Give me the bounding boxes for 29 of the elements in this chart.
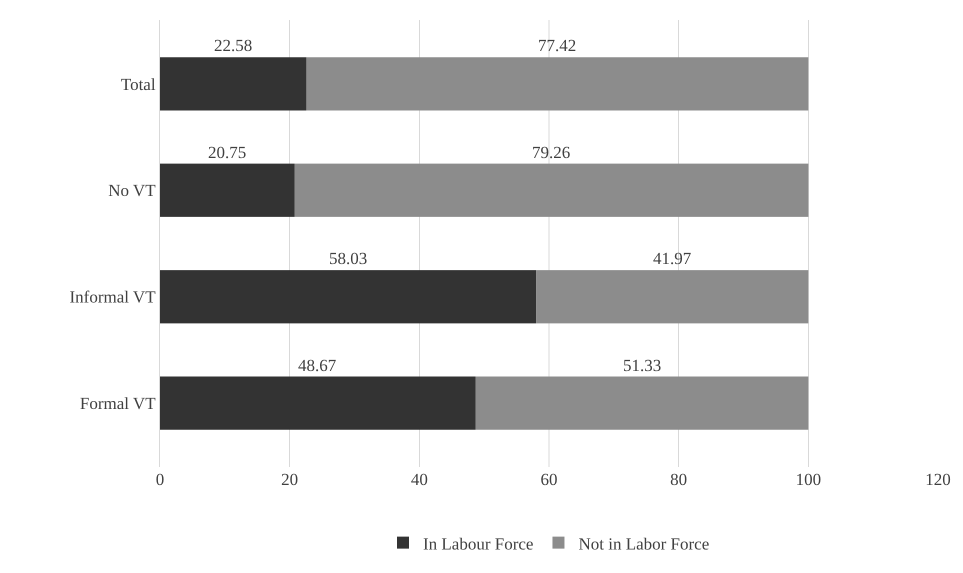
bar <box>160 57 306 110</box>
x-tick-label: 100 <box>796 470 822 489</box>
data-label: 51.33 <box>623 356 662 375</box>
data-label: 77.42 <box>538 36 576 55</box>
legend-label: Not in Labor Force <box>578 534 710 554</box>
x-tick-label: 40 <box>410 470 428 489</box>
data-label: 79.26 <box>532 143 570 162</box>
y-tick-label: Informal VT <box>70 288 156 307</box>
y-tick-label: No VT <box>108 181 156 200</box>
data-label: 41.97 <box>653 249 692 268</box>
x-tick-label: 0 <box>156 470 164 489</box>
bar <box>160 164 295 217</box>
x-tick-label: 120 <box>925 470 951 489</box>
data-label: 20.75 <box>208 143 246 162</box>
x-tick-label: 60 <box>540 470 558 489</box>
bar <box>306 57 808 110</box>
legend-label: In Labour Force <box>423 534 534 554</box>
bar <box>476 376 808 430</box>
x-tick-label: 20 <box>281 470 298 489</box>
data-label: 48.67 <box>298 356 337 375</box>
bar <box>160 270 536 324</box>
y-tick-label: Total <box>120 74 156 94</box>
data-label: 58.03 <box>329 249 368 268</box>
data-label: 22.58 <box>214 36 252 55</box>
bar <box>160 376 476 430</box>
x-tick-label: 80 <box>670 470 688 489</box>
bar <box>294 164 808 217</box>
y-tick-label: Formal VT <box>80 394 156 414</box>
bar <box>536 270 808 324</box>
